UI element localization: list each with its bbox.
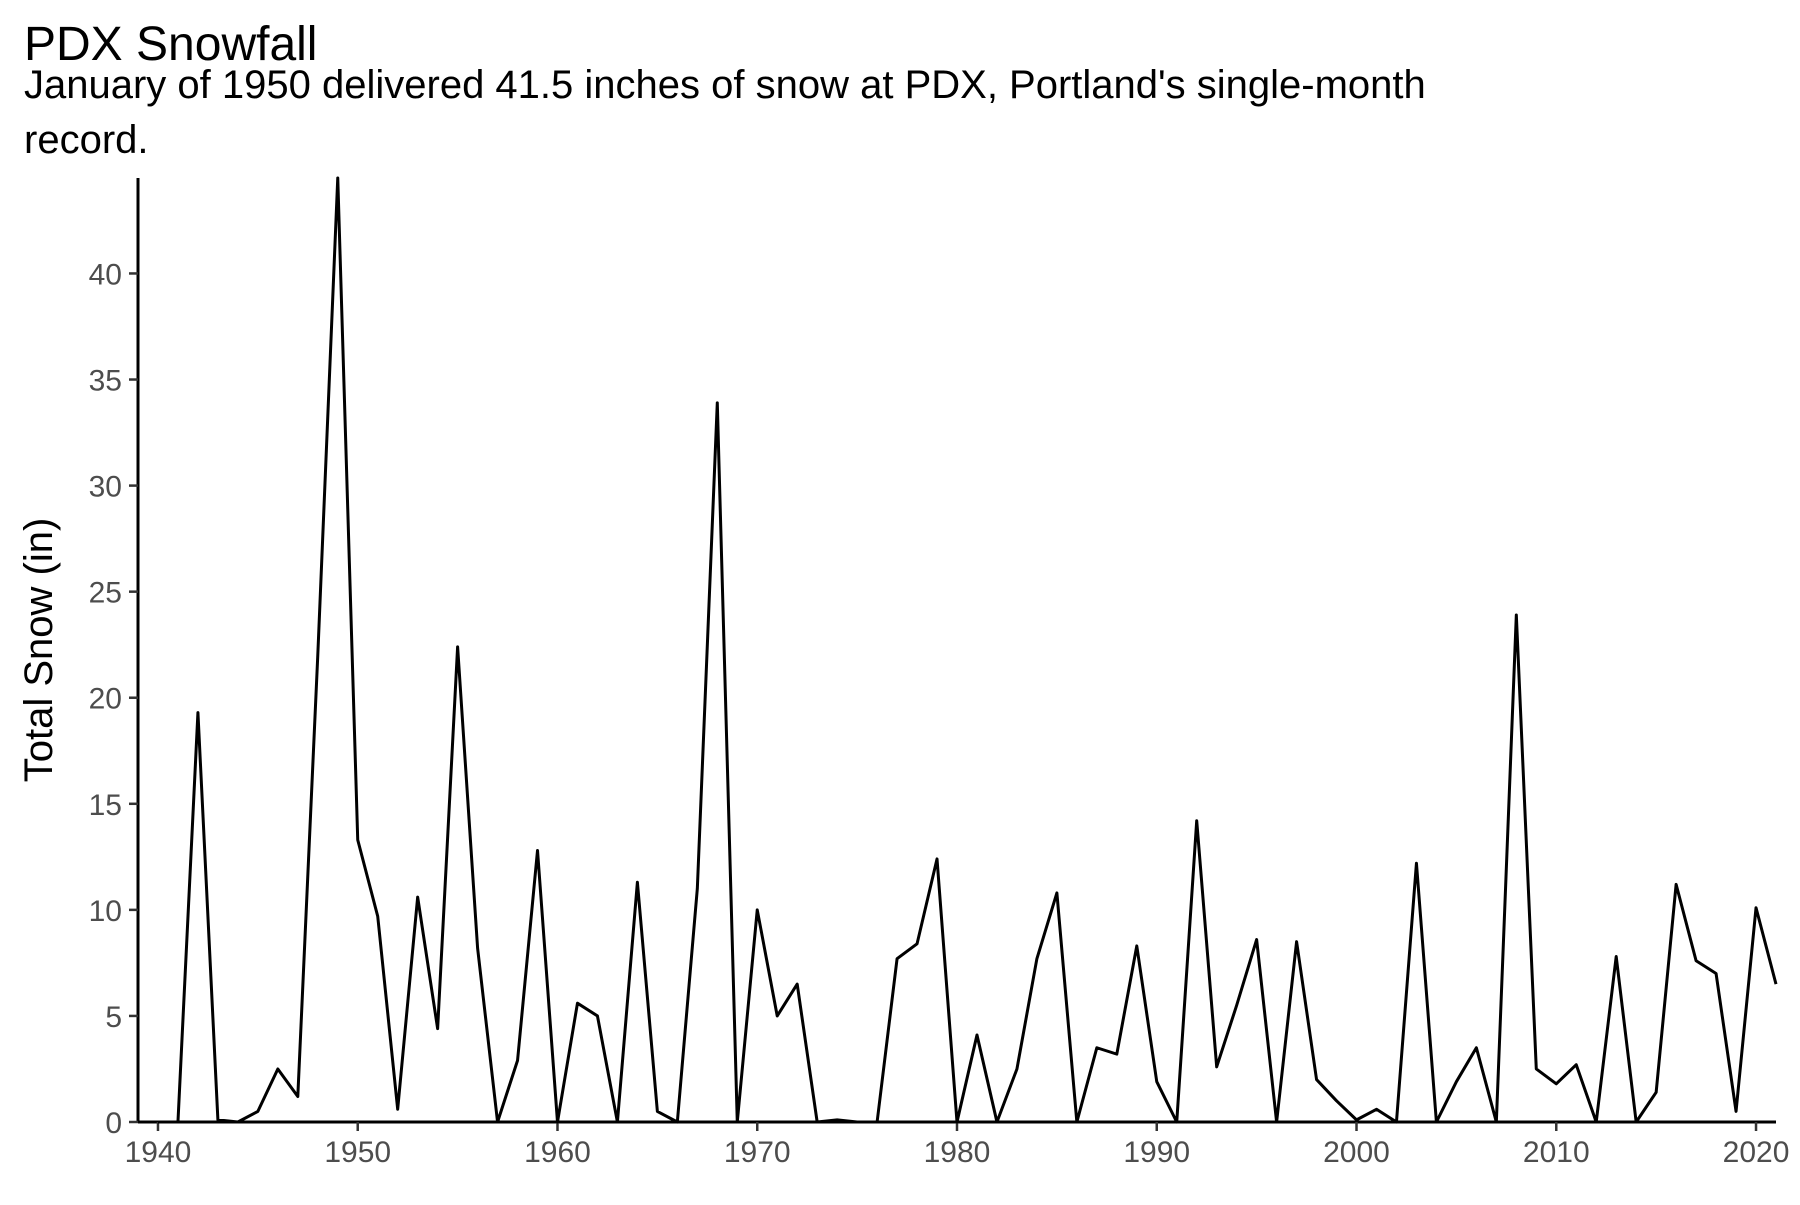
y-axis-title: Total Snow (in) <box>17 518 61 783</box>
x-tick-label: 1980 <box>924 1136 991 1169</box>
y-tick-label: 5 <box>105 1001 122 1034</box>
chart-subtitle-line-1: January of 1950 delivered 41.5 inches of… <box>24 63 1426 107</box>
x-tick-label: 2000 <box>1323 1136 1390 1169</box>
y-tick-label: 20 <box>89 683 122 716</box>
y-tick-label: 15 <box>89 789 122 822</box>
x-tick-label: 1950 <box>324 1136 391 1169</box>
chart-title: PDX Snowfall <box>24 18 317 71</box>
x-tick-label: 2020 <box>1723 1136 1790 1169</box>
y-tick-label: 30 <box>89 471 122 504</box>
x-tick-label: 1960 <box>524 1136 591 1169</box>
chart-subtitle-line-2: record. <box>24 118 149 162</box>
x-tick-label: 1940 <box>125 1136 192 1169</box>
plot-area: 0 5 10 15 20 25 30 35 40 1940 1950 1960 1970 1980 1990… <box>89 176 1790 1169</box>
snowfall-series-line <box>157 176 1778 1124</box>
x-tick-label: 1990 <box>1123 1136 1190 1169</box>
y-tick-label: 10 <box>89 895 122 928</box>
x-tick-label: 2010 <box>1523 1136 1590 1169</box>
y-tick-label: 25 <box>89 577 122 610</box>
y-tick-label: 35 <box>89 365 122 398</box>
y-tick-label: 0 <box>105 1107 122 1140</box>
x-tick-label: 1970 <box>724 1136 791 1169</box>
y-tick-label: 40 <box>89 258 122 291</box>
